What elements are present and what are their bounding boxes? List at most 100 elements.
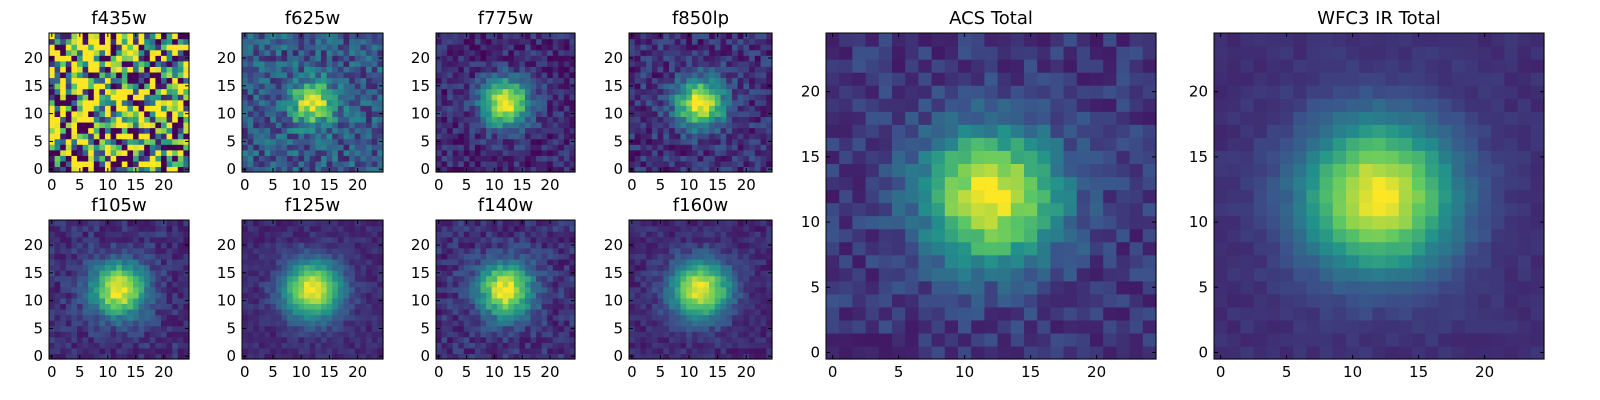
heatmap-cell <box>366 55 373 62</box>
heatmap-cell <box>337 83 345 90</box>
heatmap-cell <box>463 225 470 232</box>
heatmap-cell <box>634 342 642 349</box>
heatmap-cell <box>640 320 647 327</box>
heatmap-cell <box>258 44 266 51</box>
heatmap-cell <box>731 33 739 40</box>
heatmap-cell <box>287 353 294 360</box>
heatmap-cell <box>54 336 61 343</box>
heatmap-cell <box>258 55 266 62</box>
heatmap-cell <box>105 66 112 73</box>
heatmap-cell <box>530 308 537 316</box>
heatmap-cell <box>458 105 465 112</box>
heatmap-cell <box>680 303 687 310</box>
y-tick-label: 5 <box>33 132 43 150</box>
heatmap-cell <box>697 66 704 73</box>
y-tick-label: 0 <box>226 347 236 365</box>
heatmap-cell <box>133 342 140 349</box>
heatmap-cell <box>77 342 84 349</box>
heatmap-cell <box>486 325 493 332</box>
heatmap-cell <box>536 127 543 134</box>
panel-title: f850lp <box>672 8 729 29</box>
heatmap-cell <box>105 342 112 349</box>
heatmap-cell <box>144 236 151 243</box>
heatmap-cell <box>447 253 454 260</box>
heatmap-cell <box>737 138 744 145</box>
heatmap-cell <box>144 83 151 90</box>
heatmap-cell <box>292 33 299 40</box>
heatmap-cell <box>366 253 373 260</box>
heatmap-cell <box>646 71 653 79</box>
heatmap-cell <box>377 144 384 151</box>
heatmap-cell <box>502 99 509 106</box>
heatmap-cell <box>646 77 653 84</box>
heatmap-cell <box>726 331 733 338</box>
heatmap-cell <box>110 314 117 321</box>
heatmap-cell <box>452 336 459 343</box>
heatmap-cell <box>447 247 454 254</box>
heatmap-cell <box>513 264 520 271</box>
heatmap-cell <box>253 99 260 106</box>
heatmap-cell <box>116 347 123 355</box>
heatmap-cell <box>541 160 548 168</box>
heatmap-cell <box>332 225 339 232</box>
heatmap-cell <box>360 236 367 243</box>
heatmap-cell <box>253 347 260 355</box>
heatmap-cell <box>552 94 559 101</box>
heatmap-cell <box>343 38 350 45</box>
heatmap-cell <box>166 71 173 79</box>
heatmap-cell <box>304 121 311 129</box>
x-tick-label: 20 <box>540 176 559 194</box>
heatmap-cell <box>508 77 515 84</box>
heatmap-cell <box>669 314 676 321</box>
heatmap-cell <box>121 314 128 321</box>
heatmap-cell <box>441 88 448 95</box>
heatmap-cell <box>754 144 762 151</box>
heatmap-cell <box>264 60 271 67</box>
heatmap-cell <box>663 155 670 162</box>
heatmap-cell <box>377 347 384 355</box>
heatmap-cell <box>519 60 526 67</box>
heatmap-cell <box>519 264 526 271</box>
heatmap-cell <box>155 99 162 106</box>
heatmap-cell <box>258 110 266 117</box>
heatmap-cell <box>524 33 532 40</box>
heatmap-cell <box>720 83 727 90</box>
heatmap-cell <box>155 60 162 67</box>
heatmap-cell <box>161 55 168 62</box>
heatmap-cell <box>530 225 537 232</box>
heatmap-cell <box>563 320 571 327</box>
heatmap-cell <box>377 286 384 293</box>
heatmap-cell <box>320 320 328 327</box>
heatmap-cell <box>709 149 716 156</box>
heatmap-cell <box>258 253 266 260</box>
heatmap-cell <box>144 347 151 355</box>
heatmap-cell <box>463 133 470 140</box>
heatmap-cell <box>270 264 277 271</box>
heatmap-cell <box>754 347 762 355</box>
heatmap-cell <box>93 77 100 84</box>
heatmap-cell <box>116 320 123 327</box>
heatmap-cell <box>349 325 356 332</box>
heatmap-cell <box>326 99 333 106</box>
heatmap-cell <box>703 88 710 95</box>
heatmap-cell <box>242 155 249 162</box>
heatmap-cell <box>731 110 739 117</box>
heatmap-cell <box>304 127 311 134</box>
heatmap-cell <box>183 320 190 327</box>
heatmap-cell <box>697 353 704 360</box>
heatmap-cell <box>669 105 676 112</box>
heatmap-cell <box>99 270 106 277</box>
heatmap-cell <box>133 83 140 90</box>
heatmap-cell <box>458 281 465 288</box>
heatmap-cell <box>65 149 72 156</box>
heatmap-cell <box>166 60 173 67</box>
heatmap-cell <box>287 105 294 112</box>
x-tick-label: 0 <box>47 363 57 381</box>
heatmap-cell <box>541 66 548 73</box>
heatmap-cell <box>552 253 559 260</box>
heatmap-cell <box>65 225 72 232</box>
heatmap-cell <box>486 44 493 51</box>
heatmap-cell <box>709 116 716 123</box>
heatmap-cell <box>110 144 117 151</box>
heatmap-cell <box>541 225 548 232</box>
